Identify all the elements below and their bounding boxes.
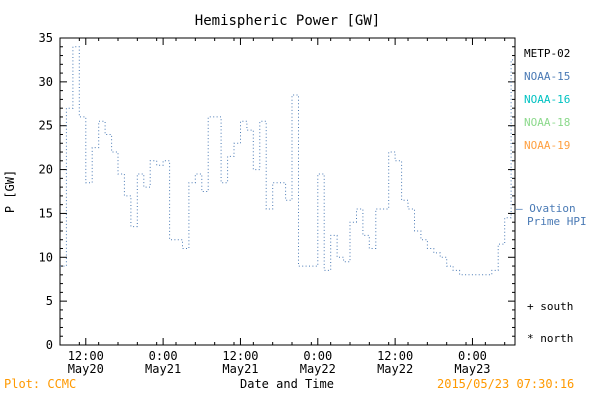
x-tick-time: 12:00 bbox=[68, 349, 104, 363]
plot-credit: Plot: CCMC bbox=[4, 377, 77, 391]
x-tick-date: May22 bbox=[300, 362, 336, 376]
legend-ovation-line1: — Ovation bbox=[516, 202, 576, 215]
timestamp: 2015/05/23 07:30:16 bbox=[437, 377, 575, 391]
x-axis-label: Date and Time bbox=[240, 377, 334, 391]
x-tick-time: 0:00 bbox=[149, 349, 178, 363]
y-tick-label: 5 bbox=[46, 294, 53, 308]
y-axis-label: P [GW] bbox=[3, 170, 17, 213]
x-tick-date: May21 bbox=[222, 362, 258, 376]
y-tick-label: 10 bbox=[39, 250, 53, 264]
x-tick-date: May22 bbox=[377, 362, 413, 376]
legend-metp-02: METP-02 bbox=[524, 47, 571, 60]
legend-ovation: — Ovation Prime HPI bbox=[516, 202, 587, 228]
x-tick-date: May20 bbox=[68, 362, 104, 376]
satellite-legend: METP-02 NOAA-15 NOAA-16 NOAA-18 NOAA-19 bbox=[524, 42, 570, 157]
x-tick-time: 12:00 bbox=[222, 349, 258, 363]
x-tick-time: 12:00 bbox=[377, 349, 413, 363]
y-tick-label: 0 bbox=[46, 338, 53, 352]
legend-south-marker: + south bbox=[527, 300, 574, 313]
chart-title: Hemispheric Power [GW] bbox=[195, 13, 380, 29]
y-tick-label: 15 bbox=[39, 206, 53, 220]
x-tick-date: May23 bbox=[454, 362, 490, 376]
legend-noaa-19: NOAA-19 bbox=[524, 139, 571, 152]
legend-noaa-16: NOAA-16 bbox=[524, 93, 571, 106]
y-tick-label: 35 bbox=[39, 31, 53, 45]
legend-north-marker: * north bbox=[527, 332, 574, 345]
x-tick-time: 0:00 bbox=[303, 349, 332, 363]
plot-frame bbox=[59, 37, 516, 346]
x-tick-time: 0:00 bbox=[458, 349, 487, 363]
x-tick-date: May21 bbox=[145, 362, 181, 376]
y-tick-label: 30 bbox=[39, 75, 53, 89]
hpi-step-line bbox=[60, 46, 515, 276]
legend-noaa-15: NOAA-15 bbox=[524, 70, 571, 83]
legend-noaa-18: NOAA-18 bbox=[524, 116, 571, 129]
y-tick-label: 25 bbox=[39, 119, 53, 133]
y-tick-label: 20 bbox=[39, 163, 53, 177]
legend-ovation-line2: Prime HPI bbox=[527, 215, 587, 228]
